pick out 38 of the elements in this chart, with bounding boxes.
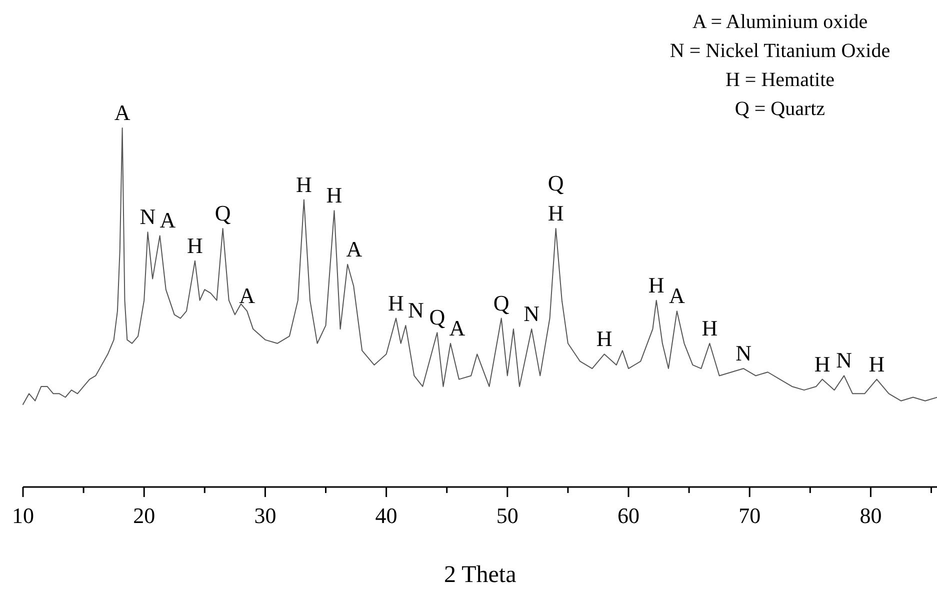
x-tick-label: 60 xyxy=(618,503,640,528)
annotation: Q xyxy=(493,290,510,316)
x-tick-label: 20 xyxy=(133,503,156,528)
annotation: N xyxy=(408,297,424,322)
annotation: A xyxy=(668,283,685,308)
x-tick-label: 40 xyxy=(375,503,398,528)
annotation: H xyxy=(814,351,830,376)
text: Q = Quartz xyxy=(734,98,826,120)
text: N = Nickel Titanium Oxide xyxy=(670,40,890,62)
annotation: H xyxy=(702,315,718,340)
annotation: Q xyxy=(214,200,231,226)
annotation: H xyxy=(296,172,312,197)
annotation: H xyxy=(548,200,564,226)
annotation: Q xyxy=(548,170,564,196)
x-axis-title: 2 Theta xyxy=(444,562,517,588)
x-tick-label: 30 xyxy=(254,503,276,528)
x-tick-label: 50 xyxy=(496,503,518,528)
annotation: A xyxy=(239,283,256,308)
annotation: H xyxy=(388,290,404,316)
annotation: H xyxy=(648,272,664,298)
annotation: A xyxy=(160,208,176,233)
x-tick-label: 80 xyxy=(860,503,882,528)
annotation: H xyxy=(596,326,612,352)
text: H = Hematite xyxy=(725,69,835,91)
text: A = Aluminium oxide xyxy=(692,11,868,33)
annotation: H xyxy=(326,182,342,208)
annotation: A xyxy=(346,236,362,262)
x-tick-label: 70 xyxy=(738,503,761,528)
annotation: N xyxy=(140,204,156,230)
annotation: H xyxy=(187,232,204,258)
annotation: Q xyxy=(429,304,446,330)
annotation: H xyxy=(868,351,885,376)
annotation: N xyxy=(524,301,540,326)
annotation: A xyxy=(449,315,466,340)
annotation: A xyxy=(114,100,130,125)
x-tick-label: 10 xyxy=(12,503,34,528)
annotation: N xyxy=(736,340,752,366)
annotation: N xyxy=(836,348,852,373)
